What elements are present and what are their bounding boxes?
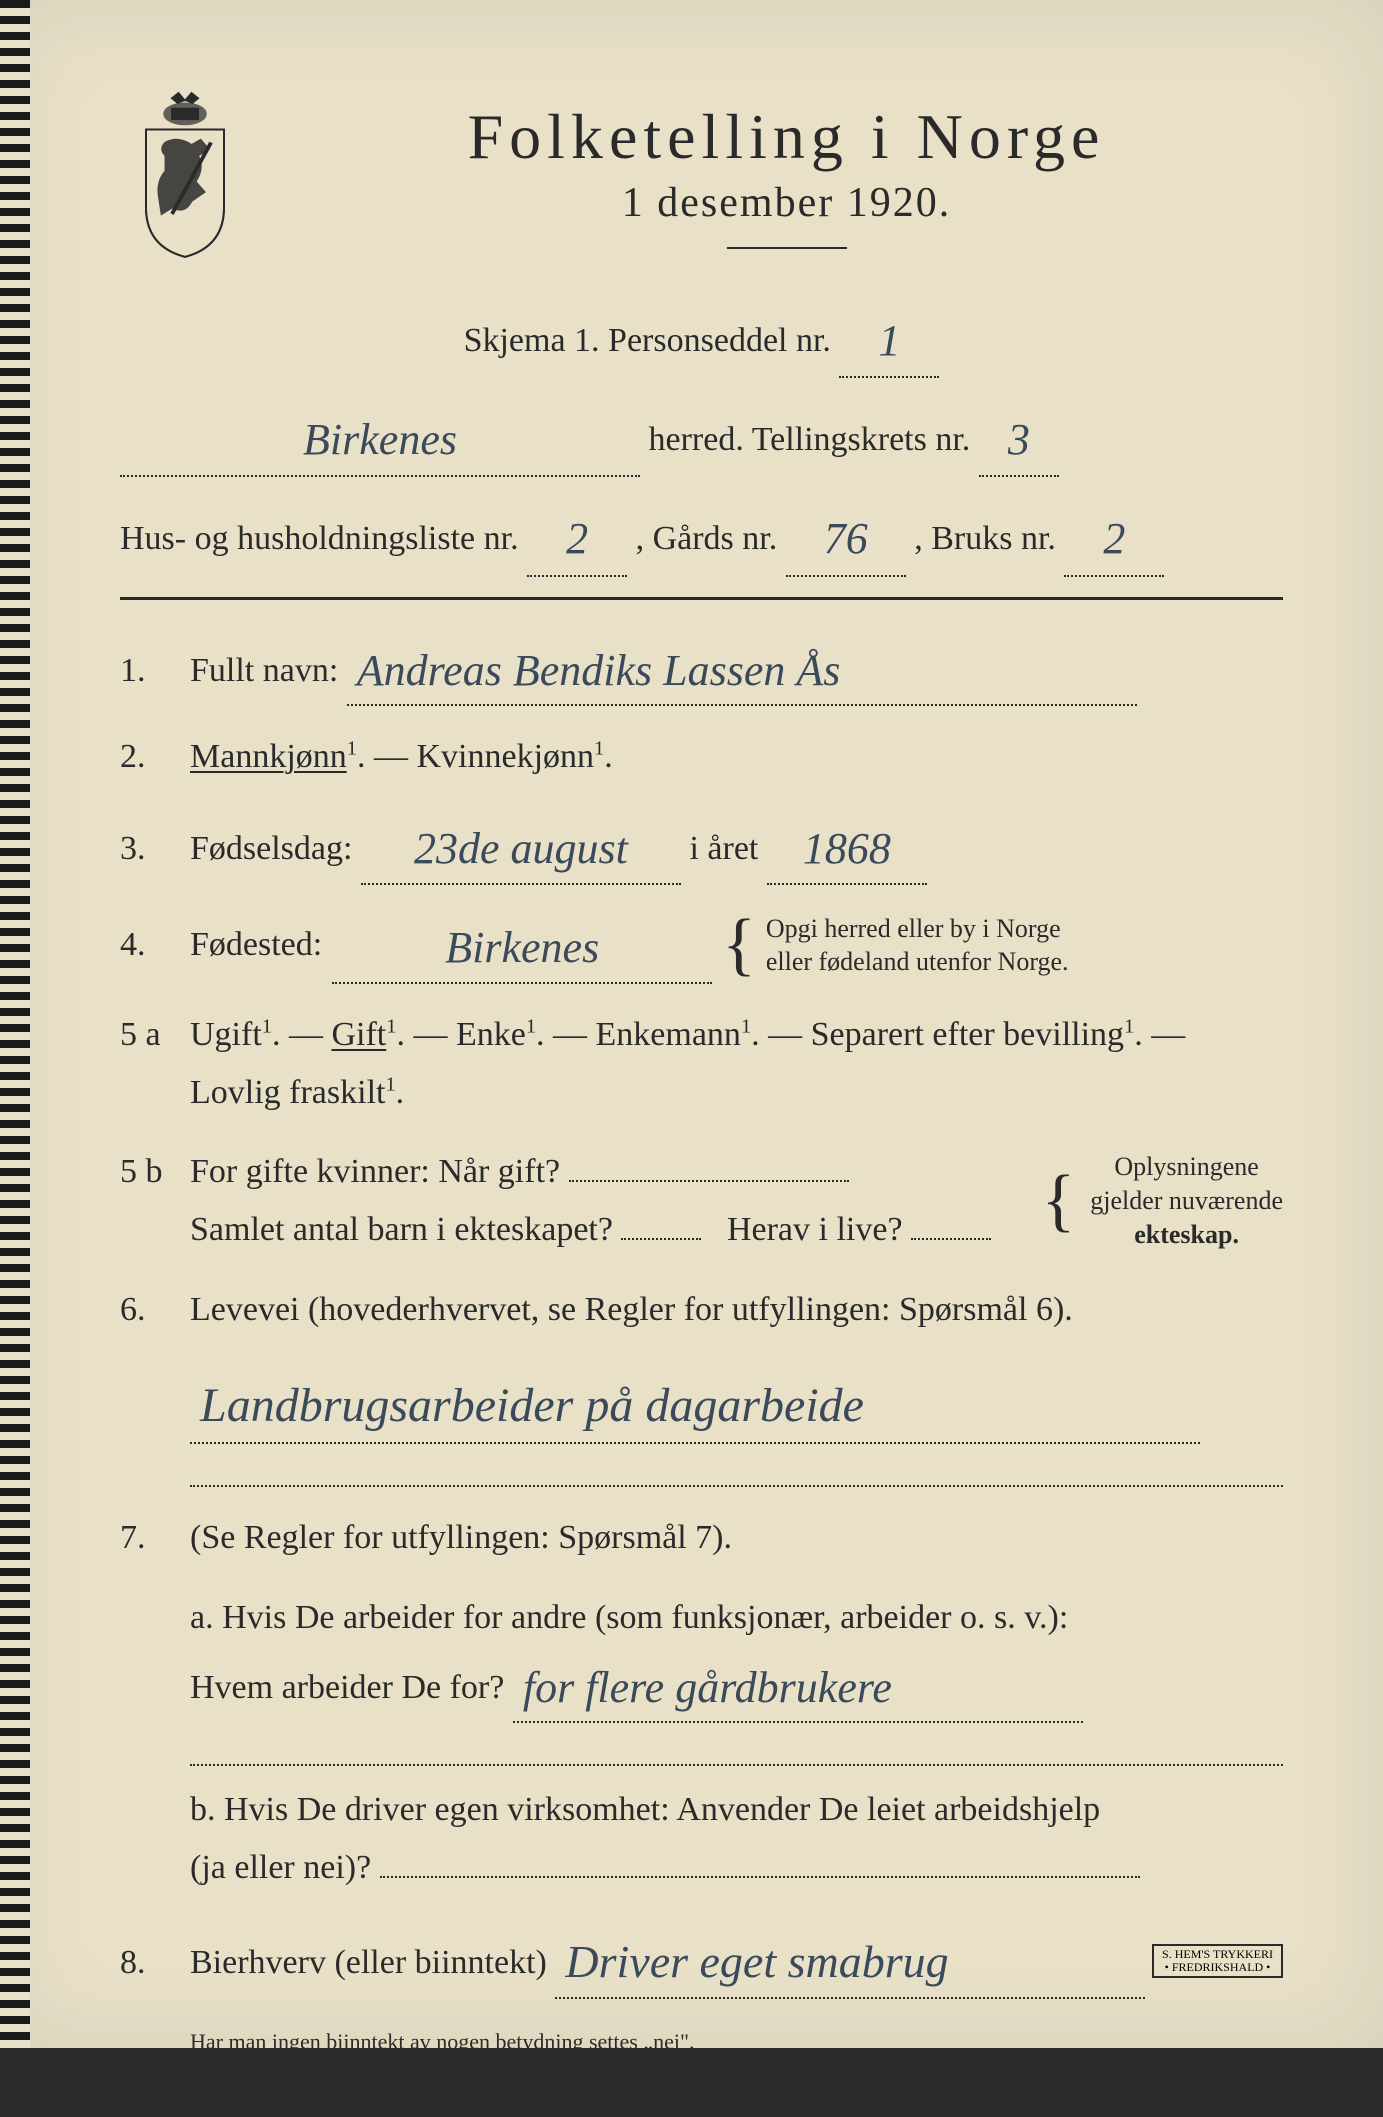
q4-answer: Birkenes [445,923,599,972]
q3-day: 23de august [414,824,628,873]
q7a-blank [190,1738,1283,1766]
bruks-nr: 2 [1103,514,1125,563]
q7a-label: a. Hvis De arbeider for andre (som funks… [190,1599,1068,1636]
q7a: a. Hvis De arbeider for andre (som funks… [190,1589,1283,1724]
q3-year: 1868 [803,824,891,873]
footnote-num: 1 [131,2091,142,2116]
hus-label: Hus- og husholdningsliste nr. [120,520,519,557]
subtitle: 1 desember 1920. [290,179,1283,227]
printer-line-1: S. HEM'S TRYKKERI [1162,1947,1273,1961]
title-divider [727,247,847,249]
q5b-note-3: ekteskap. [1134,1220,1239,1249]
main-title: Folketelling i Norge [290,100,1283,174]
q5b-num: 5 b [120,1153,170,1191]
q6-answer-line: Landbrugsarbeider på dagarbeide [190,1361,1283,1445]
q5a-fraskilt: Lovlig fraskilt [190,1074,385,1111]
q2-kvinne: Kvinnekjønn [416,738,594,775]
q8-num: 8. [120,1944,170,1982]
q2-mann: Mannkjønn [190,738,347,775]
printer-mark: S. HEM'S TRYKKERI • FREDRIKSHALD • [1152,1944,1283,1978]
q6-answer: Landbrugsarbeider på dagarbeide [200,1379,864,1432]
bruks-label: , Bruks nr. [914,520,1056,557]
q5b-note-1: Oplysningene [1114,1152,1258,1181]
skjema-line: Skjema 1. Personseddel nr. 1 [120,297,1283,378]
skjema-label: Skjema 1. Personseddel nr. [464,322,831,359]
q5b-label1: For gifte kvinner: Når gift? [190,1153,560,1190]
q8-label: Bierhverv (eller biinntekt) [190,1944,547,1981]
census-form-page: Folketelling i Norge 1 desember 1920. Sk… [0,0,1383,2048]
q5a-row: 5 a Ugift1. — Gift1. — Enke1. — Enkemann… [120,1006,1283,1122]
herred-label: herred. Tellingskrets nr. [649,421,971,458]
q4-label: Fødested: [190,916,322,974]
footer-note-1: Har man ingen biinntekt av nogen betydni… [190,2029,1283,2055]
q7b-label: b. Hvis De driver egen virksomhet: Anven… [190,1791,1100,1828]
q4-note-2: eller fødeland utenfor Norge. [766,947,1069,976]
q2-num: 2. [120,738,170,776]
personseddel-nr: 1 [878,316,900,365]
q8-answer: Driver eget smabrug [565,1936,948,1987]
q7a-sub: Hvem arbeider De for? [190,1669,504,1706]
q5a-gift: Gift [331,1016,386,1053]
q8-row: 8. Bierhverv (eller biinntekt) Driver eg… [120,1919,1283,1999]
q5b-note: Oplysningene gjelder nuværende ekteskap. [1090,1150,1283,1251]
q3-label: Fødselsdag: [190,830,352,867]
footnote-text: Her kan svares ved tydelig understreknin… [159,2091,764,2116]
q6-num: 6. [120,1291,170,1329]
gards-label: , Gårds nr. [636,520,778,557]
q5a-enkemann: Enkemann [596,1016,741,1053]
q7-row: 7. (Se Regler for utfyllingen: Spørsmål … [120,1509,1283,1567]
q7b: b. Hvis De driver egen virksomhet: Anven… [190,1781,1283,1897]
q1-label: Fullt navn: [190,652,338,689]
q5b-note-2: gjelder nuværende [1090,1186,1283,1215]
q5b-row: 5 b For gifte kvinner: Når gift? Samlet … [120,1143,1283,1259]
q3-num: 3. [120,830,170,868]
q1-answer: Andreas Bendiks Lassen Ås [357,646,841,695]
q3-year-label: i året [689,830,758,867]
tellingskrets-nr: 3 [1008,415,1030,464]
q6-label: Levevei (hovederhvervet, se Regler for u… [190,1291,1073,1328]
q1-row: 1. Fullt navn: Andreas Bendiks Lassen Ås [120,630,1283,707]
section-divider-1 [120,597,1283,600]
q5b-label2: Samlet antal barn i ekteskapet? [190,1211,613,1248]
q6-row: 6. Levevei (hovederhvervet, se Regler fo… [120,1281,1283,1339]
printer-line-2: • FREDRIKSHALD • [1165,1960,1271,1974]
q6-blank-line [190,1459,1283,1487]
gards-nr: 76 [824,514,868,563]
coat-of-arms-icon [120,90,250,260]
q1-num: 1. [120,652,170,690]
q5a-separert: Separert efter bevilling [811,1016,1124,1053]
hus-line: Hus- og husholdningsliste nr. 2 , Gårds … [120,495,1283,576]
herred-name: Birkenes [303,415,457,464]
q4-note-1: Opgi herred eller by i Norge [766,914,1061,943]
q2-row: 2. Mannkjønn1. — Kvinnekjønn1. [120,728,1283,786]
q7b-sub: (ja eller nei)? [190,1849,371,1886]
q4-num: 4. [120,926,170,964]
title-block: Folketelling i Norge 1 desember 1920. [290,80,1283,279]
q7a-answer: for flere gårdbrukere [523,1663,892,1712]
q5a-num: 5 a [120,1016,170,1054]
q4-note: Opgi herred eller by i Norge eller fødel… [766,912,1069,980]
q5a-enke: Enke [456,1016,526,1053]
q7-num: 7. [120,1519,170,1557]
footer-note-2: 1 Her kan svares ved tydelig understrekn… [120,2091,1283,2117]
hus-nr: 2 [566,514,588,563]
q5a-ugift: Ugift [190,1016,262,1053]
header: Folketelling i Norge 1 desember 1920. [120,80,1283,279]
footer-divider [120,2070,1283,2071]
q3-row: 3. Fødselsdag: 23de august i året 1868 [120,808,1283,885]
q4-row: 4. Fødested: Birkenes { Opgi herred elle… [120,907,1283,984]
q5b-label3: Herav i live? [727,1211,903,1248]
herred-line: Birkenes herred. Tellingskrets nr. 3 [120,396,1283,477]
q7-label: (Se Regler for utfyllingen: Spørsmål 7). [190,1519,732,1556]
